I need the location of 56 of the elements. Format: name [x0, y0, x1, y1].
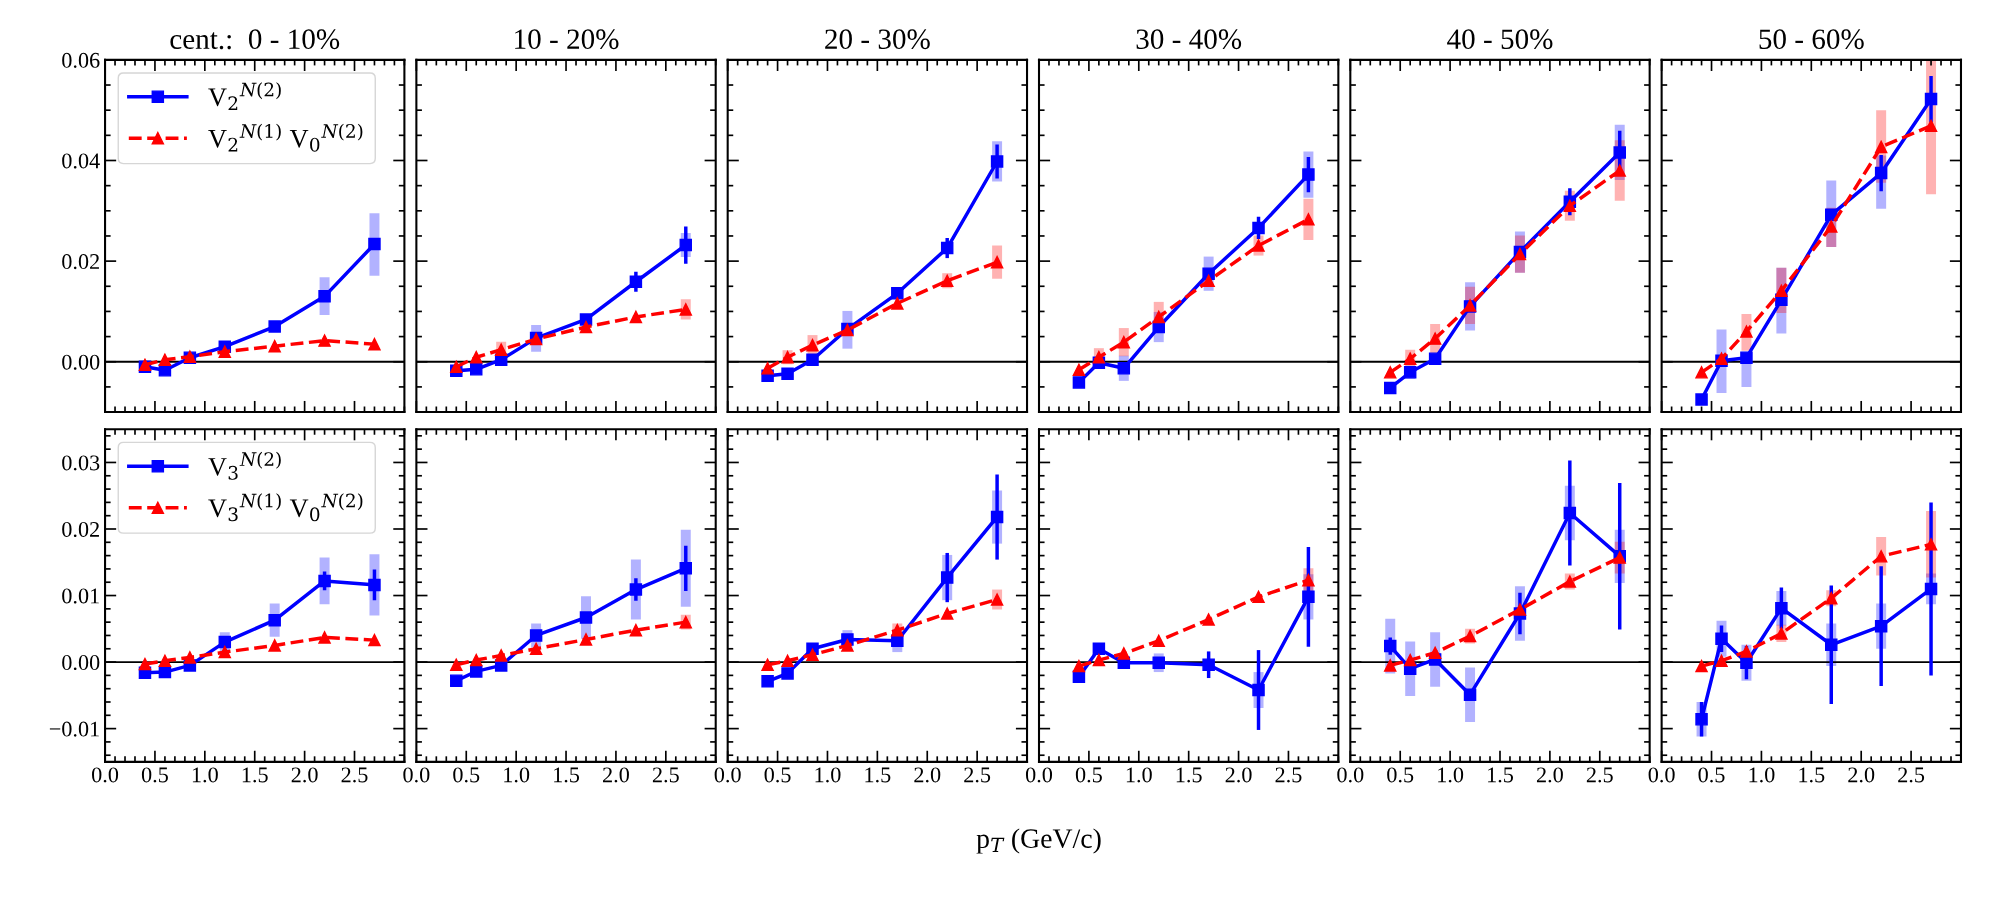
x-tick-label: 2.0	[291, 767, 318, 783]
x-tick-label: 2.5	[964, 767, 991, 783]
x-tick-label: 0.5	[1698, 767, 1725, 783]
x-tick-label: 2.5	[1898, 767, 1925, 783]
y-tick-label: 0.00	[62, 354, 100, 370]
y-tick-label: 0.00	[62, 655, 100, 671]
y-tick-label: 0.04	[62, 153, 100, 169]
x-tick-label: 2.0	[603, 767, 629, 783]
legend-label: V$_{2}$$^{N(1)}$ V$_{0}$$^{N(2)}$	[208, 123, 363, 152]
x-tick-label: 1.5	[1176, 767, 1202, 783]
x-tick-label: 1.0	[815, 767, 841, 783]
x-tick-label: 0.5	[764, 767, 791, 783]
x-tick-label: 1.0	[1749, 767, 1775, 783]
x-tick-label: 0.0	[403, 767, 430, 783]
chart-title: 30 - 40%	[1136, 29, 1242, 50]
y-tick-label: 0.02	[62, 254, 99, 270]
y-tick-label: 0.02	[62, 521, 99, 538]
x-tick-label: 0.0	[92, 767, 119, 783]
x-tick-label: 2.5	[652, 767, 679, 783]
x-tick-label: 2.5	[1586, 767, 1613, 783]
x-tick-label: 0.5	[1075, 767, 1102, 783]
x-tick-label: 1.0	[1438, 767, 1464, 783]
x-tick-label: 0.0	[1648, 767, 1675, 783]
x-tick-label: 0.5	[141, 767, 168, 783]
x-axis-title: p$_{T}$ (GeV/c)	[976, 828, 1101, 854]
legend-label: V$_{3}$$^{N(1)}$ V$_{0}$$^{N(2)}$	[208, 493, 363, 522]
x-tick-label: 1.5	[242, 767, 268, 783]
x-tick-label: 1.5	[1488, 767, 1514, 783]
x-tick-label: 2.0	[1536, 767, 1563, 783]
x-tick-label: 0.0	[1025, 767, 1053, 783]
y-tick-label: 0.06	[62, 52, 100, 68]
y-tick-label: 0.03	[62, 455, 100, 471]
y-tick-label: 0.01	[62, 588, 99, 604]
x-tick-label: 0.5	[1387, 767, 1414, 783]
x-tick-label: 0.0	[714, 767, 741, 783]
x-tick-label: 2.0	[1225, 767, 1252, 783]
x-tick-label: 2.5	[1275, 767, 1302, 783]
x-tick-label: 1.5	[865, 767, 891, 783]
chart-title: 50 - 60%	[1759, 29, 1864, 50]
x-tick-label: 1.0	[1126, 767, 1152, 783]
x-tick-label: 0.0	[1337, 767, 1364, 783]
chart-title: 10 - 20%	[515, 29, 619, 50]
y-tick-label: −0.01	[49, 721, 99, 737]
x-tick-label: 1.5	[1799, 767, 1825, 783]
chart-title: 20 - 30%	[825, 29, 930, 50]
x-tick-label: 1.0	[504, 767, 530, 783]
x-tick-label: 2.5	[341, 767, 368, 783]
legend-label: V$_{2}$$^{N(2)}$	[208, 82, 281, 110]
x-tick-label: 0.5	[453, 767, 480, 783]
legend-label: V$_{3}$$^{N(2)}$	[208, 451, 281, 480]
x-tick-label: 2.0	[1848, 767, 1875, 783]
chart-title: cent.: 0 - 10%	[170, 29, 340, 50]
chart-title: 40 - 50%	[1447, 29, 1553, 50]
x-tick-label: 2.0	[914, 767, 941, 783]
x-tick-label: 1.5	[554, 767, 580, 783]
x-tick-label: 1.0	[192, 767, 218, 783]
